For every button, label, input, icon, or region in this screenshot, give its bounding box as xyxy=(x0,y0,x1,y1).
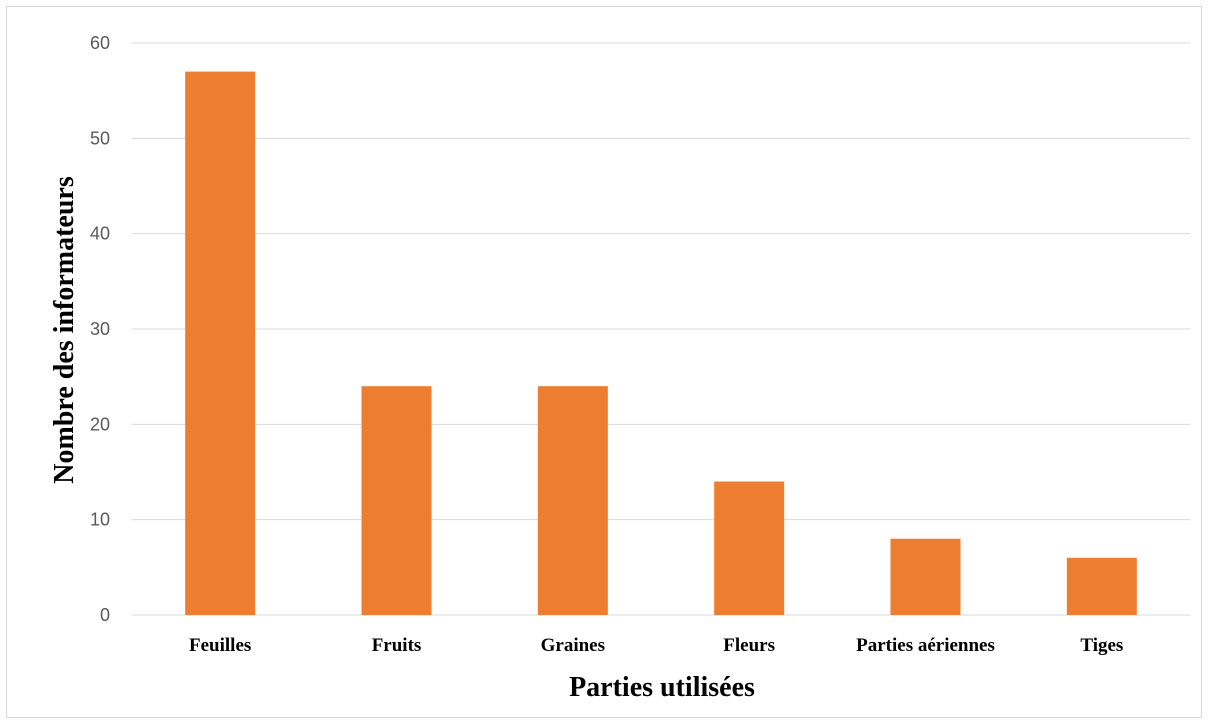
x-category-label: Parties aériennes xyxy=(856,635,995,656)
x-category-label: Graines xyxy=(541,635,605,656)
x-axis-title: Parties utilisées xyxy=(569,672,755,703)
y-tick-label: 10 xyxy=(90,510,110,530)
x-category-labels: Feuilles Fruits Graines Fleurs Parties aérie… xyxy=(189,635,1123,656)
y-tick-label: 50 xyxy=(90,128,110,148)
y-tick-label: 40 xyxy=(90,224,110,244)
y-tick-label: 20 xyxy=(90,414,110,434)
bar-fleurs xyxy=(714,481,785,615)
bar-parties-a-riennes xyxy=(890,538,961,615)
y-tick-label: 30 xyxy=(90,319,110,339)
bar-feuilles xyxy=(185,71,256,616)
bar-fruits xyxy=(361,386,432,615)
bars xyxy=(185,71,1137,616)
x-category-label: Tiges xyxy=(1080,635,1123,656)
y-tick-label: 60 xyxy=(90,33,110,53)
x-category-label: Fruits xyxy=(372,635,422,656)
x-category-label: Feuilles xyxy=(189,635,251,656)
gridlines xyxy=(132,42,1190,616)
bar-graines xyxy=(537,386,608,615)
y-tick-label: 0 xyxy=(100,605,110,625)
bar-tiges xyxy=(1066,557,1137,615)
y-tick-labels: 0 10 20 30 40 50 60 xyxy=(90,33,110,625)
y-axis-title: Nombre des informateurs xyxy=(49,176,80,484)
x-category-label: Fleurs xyxy=(723,635,775,656)
